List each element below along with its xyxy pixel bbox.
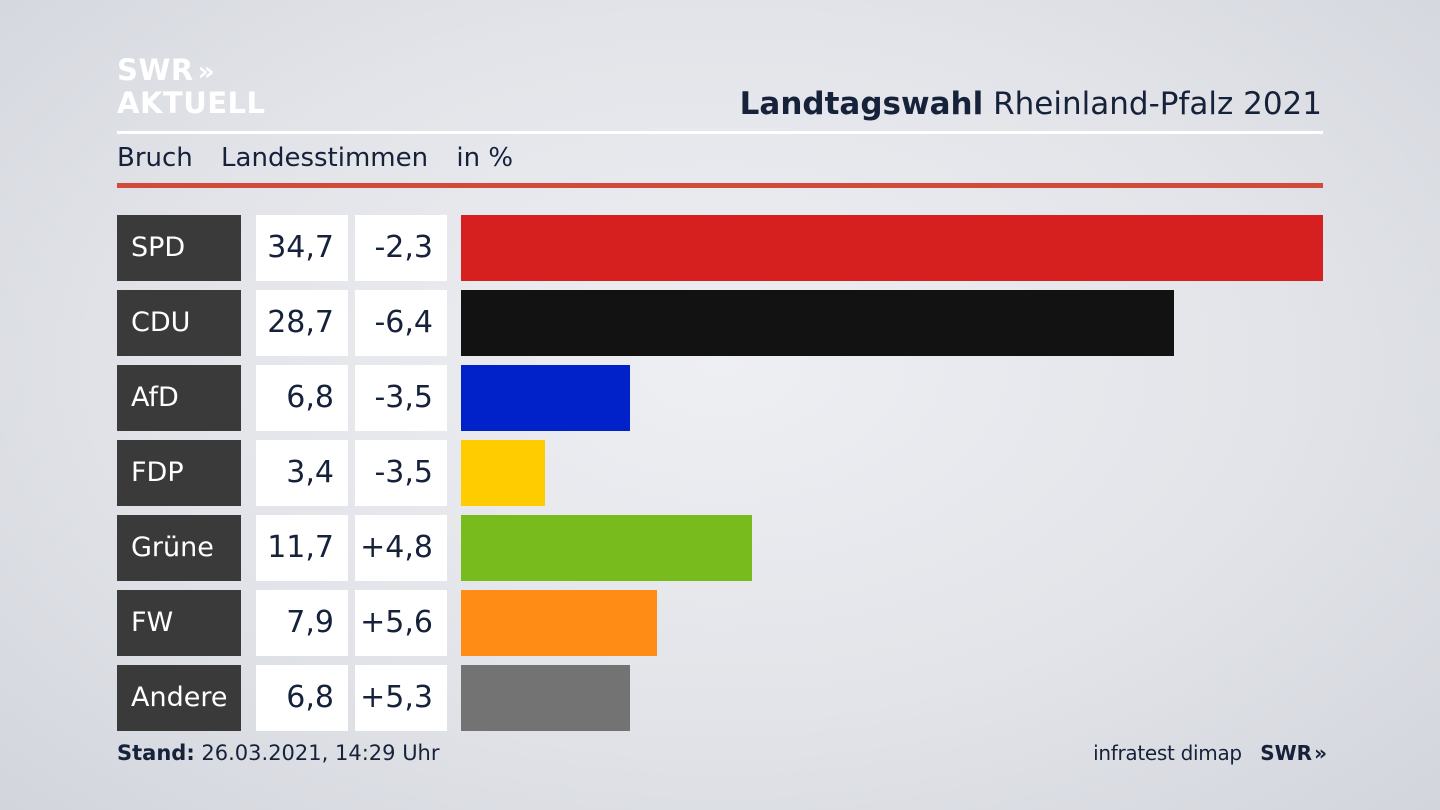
vote-share-value: 28,7 bbox=[256, 290, 348, 356]
bar bbox=[461, 365, 630, 431]
party-label: SPD bbox=[117, 215, 241, 281]
vote-share-value: 6,8 bbox=[256, 665, 348, 731]
logo-arrows-icon: » bbox=[197, 57, 215, 87]
vote-share-value: 3,4 bbox=[256, 440, 348, 506]
bar bbox=[461, 440, 545, 506]
vote-share-value: 11,7 bbox=[256, 515, 348, 581]
vote-share-value: 34,7 bbox=[256, 215, 348, 281]
vote-share-value: 7,9 bbox=[256, 590, 348, 656]
chart-row-cdu: CDU 28,7 -6,4 bbox=[117, 290, 1323, 356]
party-label: Andere bbox=[117, 665, 241, 731]
party-label: AfD bbox=[117, 365, 241, 431]
chart-row-grüne: Grüne 11,7 +4,8 bbox=[117, 515, 1323, 581]
swr-arrows-icon: » bbox=[1314, 741, 1327, 765]
stand-label: Stand: bbox=[117, 741, 195, 765]
vote-change-value: -2,3 bbox=[355, 215, 447, 281]
chart-row-fdp: FDP 3,4 -3,5 bbox=[117, 440, 1323, 506]
swr-brand-text: SWR bbox=[1260, 741, 1313, 765]
vote-change-value: -3,5 bbox=[355, 440, 447, 506]
vote-change-value: +5,3 bbox=[355, 665, 447, 731]
bar bbox=[461, 215, 1323, 281]
party-label: FW bbox=[117, 590, 241, 656]
party-label: CDU bbox=[117, 290, 241, 356]
swr-brand-logo: SWR» bbox=[1260, 741, 1327, 765]
party-label: Grüne bbox=[117, 515, 241, 581]
chart-title: Landtagswahl Rheinland-Pfalz 2021 bbox=[740, 86, 1322, 122]
bar bbox=[461, 290, 1174, 356]
timestamp: Stand: 26.03.2021, 14:29 Uhr bbox=[117, 741, 440, 765]
swr-aktuell-logo: SWR» AKTUELL bbox=[117, 55, 266, 119]
chart-subtitle: Bruch Landesstimmen in % bbox=[117, 143, 533, 173]
subtitle-bruch: Bruch bbox=[117, 143, 193, 173]
vote-change-value: +5,6 bbox=[355, 590, 447, 656]
chart-title-rest: Rheinland-Pfalz 2021 bbox=[993, 86, 1322, 122]
subtitle-divider bbox=[117, 183, 1323, 188]
vote-share-value: 6,8 bbox=[256, 365, 348, 431]
vote-change-value: -6,4 bbox=[355, 290, 447, 356]
source-label: infratest dimap bbox=[1093, 741, 1242, 765]
vote-change-value: -3,5 bbox=[355, 365, 447, 431]
party-label: FDP bbox=[117, 440, 241, 506]
chart-row-fw: FW 7,9 +5,6 bbox=[117, 590, 1323, 656]
subtitle-landesstimmen: Landesstimmen bbox=[221, 143, 429, 173]
vote-change-value: +4,8 bbox=[355, 515, 447, 581]
chart-title-bold: Landtagswahl bbox=[739, 86, 984, 122]
logo-aktuell-text: AKTUELL bbox=[117, 86, 266, 120]
subtitle-unit: in % bbox=[456, 143, 514, 173]
chart-row-andere: Andere 6,8 +5,3 bbox=[117, 665, 1323, 731]
header-divider bbox=[117, 131, 1323, 134]
stand-value: 26.03.2021, 14:29 Uhr bbox=[201, 741, 440, 765]
bar bbox=[461, 590, 657, 656]
bar bbox=[461, 515, 752, 581]
logo-swr-text: SWR bbox=[117, 53, 194, 87]
chart-row-spd: SPD 34,7 -2,3 bbox=[117, 215, 1323, 281]
bar bbox=[461, 665, 630, 731]
footer-credits: infratest dimap SWR» bbox=[1093, 741, 1327, 765]
chart-row-afd: AfD 6,8 -3,5 bbox=[117, 365, 1323, 431]
